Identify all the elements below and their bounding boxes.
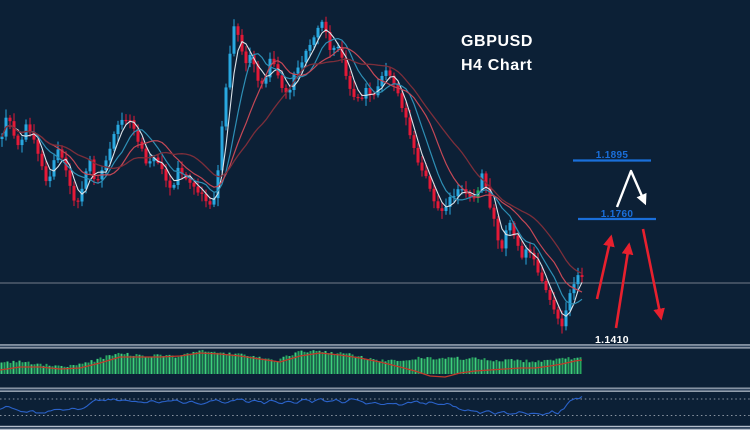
white-bounce-arrow <box>615 169 647 208</box>
red-projection-arrow-3 <box>641 228 665 321</box>
macd-panel-group <box>0 349 583 378</box>
target-price-label: 1.1410 <box>595 334 629 346</box>
ma-line-ma-medium <box>1 37 583 305</box>
rsi-panel-group <box>0 395 750 416</box>
timeframe-watermark: H4 Chart <box>461 57 533 74</box>
red-projection-arrow-1 <box>595 234 615 300</box>
ma-line-group <box>1 29 583 317</box>
support-price-label: 1.1760 <box>600 209 634 220</box>
ma-line-ma-fast <box>1 29 583 317</box>
symbol-watermark: GBPUSD <box>461 33 534 50</box>
ma-line-ma-slow <box>1 47 583 293</box>
annotation-group <box>573 159 665 329</box>
red-projection-arrow-2 <box>614 242 634 329</box>
resistance-price-label: 1.1895 <box>595 150 629 161</box>
panel-divider-group <box>0 344 750 430</box>
ma-line-ma-slowest <box>1 58 583 274</box>
